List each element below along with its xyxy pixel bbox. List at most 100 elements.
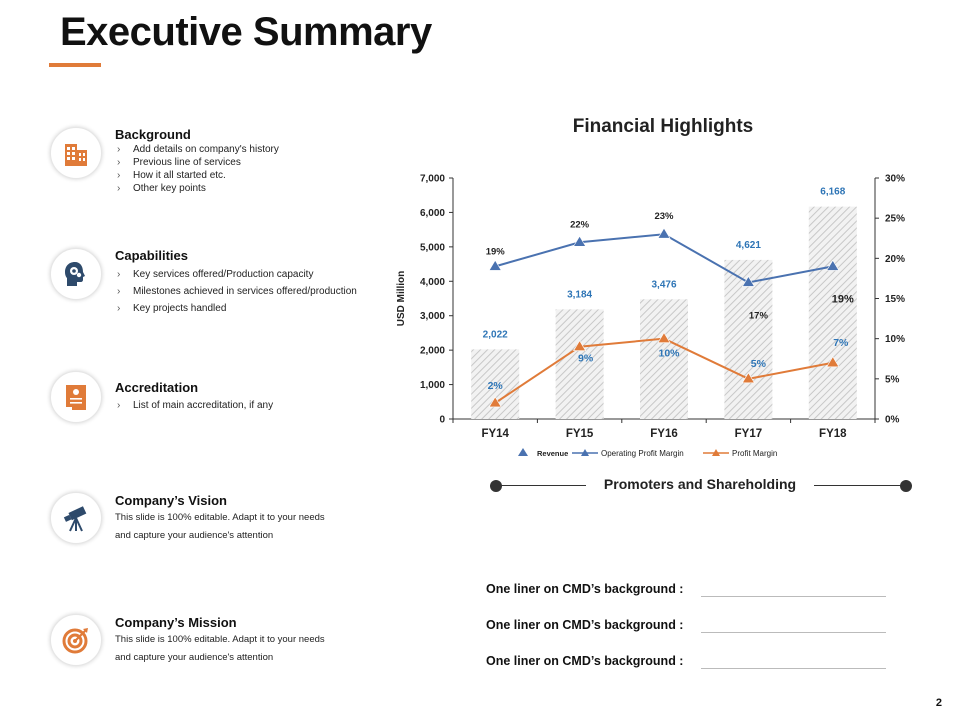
revenue-bar: [640, 299, 688, 419]
legend-operating-label: Operating Profit Margin: [601, 449, 684, 458]
page-number: 2: [935, 697, 942, 709]
right-dot: [900, 480, 912, 492]
revenue-data-label: 4,621: [736, 240, 761, 251]
y-tick-label: 6,000: [420, 208, 445, 219]
operating-margin-point: [573, 235, 587, 247]
profit-margin-point: [488, 396, 502, 408]
profit-margin-point: [741, 372, 755, 384]
liner-label: One liner on CMD’s background :: [486, 618, 684, 632]
y-tick-label: 0: [439, 415, 445, 426]
y2-tick-label: 5%: [885, 374, 900, 385]
legend-revenue-label: Revenue: [537, 449, 568, 458]
liner-label: One liner on CMD’s background :: [486, 582, 684, 596]
section-title: Company’s Vision: [115, 493, 227, 508]
y2-tick-label: 10%: [885, 334, 905, 345]
profit-margin-point: [657, 332, 671, 343]
bullet-item: Key projects handled: [115, 300, 415, 317]
revenue-data-label: 3,184: [567, 289, 592, 300]
building-icon: [50, 127, 102, 179]
bullet-list: Key services offered/Production capacity…: [115, 266, 415, 317]
y-axis-label: USD Million: [396, 271, 407, 327]
fill-in-line: [701, 596, 886, 597]
operating-margin-label: 17%: [749, 310, 769, 321]
profit-margin-label: 9%: [578, 353, 594, 365]
promoters-title: Promoters and Shareholding: [603, 476, 797, 492]
description-line: and capture your audience's attention: [115, 652, 274, 663]
left-rule: [496, 485, 586, 486]
cmd-liner: One liner on CMD’s background :: [486, 654, 886, 669]
revenue-data-label: 2,022: [483, 329, 508, 340]
section-title: Company’s Mission: [115, 615, 237, 630]
x-tick-label: FY15: [566, 428, 594, 440]
profit-margin-label: 2%: [488, 380, 504, 392]
y2-tick-label: 0%: [885, 415, 900, 426]
y-tick-label: 4,000: [420, 277, 445, 288]
legend-revenue-marker: [518, 448, 528, 456]
bullet-item: Add details on company's history: [115, 143, 395, 156]
slide-title: Executive Summary: [60, 10, 432, 54]
fill-in-line: [701, 632, 886, 633]
profit-margin-label: 5%: [751, 358, 767, 370]
x-tick-label: FY17: [735, 428, 763, 440]
y-tick-label: 1,000: [420, 380, 445, 391]
profit-margin-label: 10%: [658, 348, 680, 360]
operating-margin-point: [488, 259, 502, 271]
y-tick-label: 7,000: [420, 174, 445, 185]
profit-margin-point: [826, 356, 840, 368]
fill-in-line: [701, 668, 886, 669]
bullet-list: Add details on company's history Previou…: [115, 143, 395, 195]
y2-tick-label: 20%: [885, 254, 905, 265]
legend-profit-marker: [712, 449, 720, 456]
telescope-icon: [50, 492, 102, 544]
left-dot: [490, 480, 502, 492]
financial-highlights-chart: Financial Highlights 0 1,000 2,000 3,000 4,0…: [390, 100, 930, 470]
y-tick-label: 3,000: [420, 311, 445, 322]
liner-label: One liner on CMD’s background :: [486, 654, 684, 668]
legend-operating-marker: [581, 449, 589, 456]
y2-tick-label: 25%: [885, 214, 905, 225]
x-tick-label: FY18: [819, 428, 847, 440]
bullet-item: Key services offered/Production capacity: [115, 266, 415, 283]
revenue-data-label: 6,168: [820, 187, 845, 198]
operating-margin-point: [657, 227, 671, 239]
profit-margin-point: [573, 340, 587, 351]
y2-tick-label: 15%: [885, 294, 905, 305]
bullet-item: Other key points: [115, 182, 395, 195]
description-line: This slide is 100% editable. Adapt it to…: [115, 634, 325, 645]
revenue-bar: [471, 349, 520, 419]
cmd-liner: One liner on CMD’s background :: [486, 618, 886, 633]
legend-profit-label: Profit Margin: [732, 449, 777, 458]
revenue-data-label: 3,476: [651, 279, 676, 290]
promoters-header: Promoters and Shareholding: [490, 476, 912, 496]
operating-margin-label: 19%: [832, 293, 854, 305]
section-title: Background: [115, 127, 191, 142]
right-rule: [814, 485, 906, 486]
profit-margin-label: 7%: [833, 337, 849, 349]
section-title: Accreditation: [115, 380, 199, 395]
bullet-item: How it all started etc.: [115, 169, 395, 182]
description-line: This slide is 100% editable. Adapt it to…: [115, 512, 325, 523]
y-tick-label: 2,000: [420, 346, 445, 357]
certificate-icon: [50, 371, 102, 423]
y-tick-label: 5,000: [420, 242, 445, 253]
bullet-item: List of main accreditation, if any: [115, 399, 395, 412]
operating-margin-point: [741, 275, 755, 287]
cmd-liner: One liner on CMD’s background :: [486, 582, 886, 597]
x-tick-label: FY16: [650, 428, 678, 440]
title-underline: [49, 63, 101, 67]
target-icon: [50, 614, 102, 666]
operating-margin-point: [826, 259, 840, 271]
chart-title: Financial Highlights: [573, 116, 754, 137]
x-tick-label: FY14: [481, 428, 509, 440]
description-line: and capture your audience's attention: [115, 530, 274, 541]
operating-margin-line: [494, 233, 833, 284]
revenue-bar: [555, 309, 604, 419]
head-gears-icon: [50, 248, 102, 300]
operating-margin-label: 19%: [486, 246, 506, 257]
bullet-item: Milestones achieved in services offered/…: [115, 283, 415, 300]
bullet-item: Previous line of services: [115, 156, 395, 169]
operating-margin-label: 23%: [654, 211, 674, 222]
operating-margin-label: 22%: [570, 219, 590, 230]
chart-svg: Financial Highlights 0 1,000 2,000 3,000 4,0…: [396, 116, 905, 458]
section-title: Capabilities: [115, 248, 188, 263]
